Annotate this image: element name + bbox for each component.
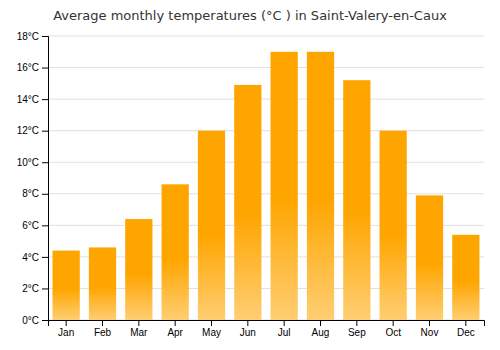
- x-tick-mark: [102, 320, 103, 326]
- y-tick-mark: [42, 257, 48, 258]
- grid-line: [48, 162, 484, 163]
- x-tick-label: Mar: [130, 327, 148, 338]
- x-tick-mark: [211, 320, 212, 326]
- y-tick-mark: [42, 194, 48, 195]
- y-tick-label: 0°C: [22, 315, 39, 326]
- x-tick-mark: [175, 320, 176, 326]
- x-tick: Mar: [130, 320, 148, 338]
- y-axis-line: [42, 37, 49, 321]
- x-tick: Oct: [385, 320, 401, 338]
- x-tick: Sep: [348, 320, 366, 338]
- bar: [452, 235, 479, 320]
- x-tick-label: Dec: [457, 327, 475, 338]
- y-tick: 4°C: [22, 252, 48, 263]
- y-tick: 8°C: [22, 188, 48, 199]
- y-tick: 0°C: [22, 315, 48, 326]
- grid-line: [48, 193, 484, 194]
- x-tick: Dec: [457, 320, 475, 338]
- y-tick-mark: [42, 225, 48, 226]
- bar: [125, 219, 152, 320]
- x-tick: Jun: [240, 320, 256, 338]
- x-tick-label: Feb: [94, 327, 112, 338]
- x-tick-label: Sep: [348, 327, 366, 338]
- y-tick-label: 14°C: [17, 94, 39, 105]
- bar: [271, 52, 298, 320]
- x-tick-label: Aug: [312, 327, 330, 338]
- x-tick-mark: [356, 320, 357, 326]
- y-tick-label: 8°C: [22, 188, 39, 199]
- bar: [380, 131, 407, 320]
- x-tick-mark: [66, 320, 67, 326]
- y-tick-mark: [42, 99, 48, 100]
- y-tick-label: 18°C: [17, 31, 39, 42]
- grid-line: [48, 99, 484, 100]
- x-tick-label: Apr: [167, 327, 183, 338]
- y-tick: 18°C: [17, 31, 48, 42]
- y-tick-label: 12°C: [17, 125, 39, 136]
- x-tick-mark: [465, 320, 466, 326]
- y-tick: 2°C: [22, 283, 48, 294]
- x-tick-mark: [429, 320, 430, 326]
- x-axis-line: [49, 321, 485, 327]
- grid-line: [48, 36, 484, 37]
- y-tick-mark: [42, 162, 48, 163]
- y-tick-label: 2°C: [22, 283, 39, 294]
- y-tick: 6°C: [22, 220, 48, 231]
- x-tick: Apr: [167, 320, 183, 338]
- y-tick-label: 16°C: [17, 62, 39, 73]
- x-tick: Feb: [94, 320, 112, 338]
- x-tick: Jul: [278, 320, 291, 338]
- bar: [416, 195, 443, 320]
- x-tick: Aug: [312, 320, 330, 338]
- grid: [48, 36, 484, 320]
- bar: [198, 131, 225, 320]
- bar: [162, 184, 189, 320]
- chart: Jan Feb Mar Apr May Jun Jul Aug Sep Oct Nov Dec 0°C 2…: [0, 0, 500, 350]
- x-tick-label: Nov: [421, 327, 439, 338]
- y-tick-mark: [42, 131, 48, 132]
- y-tick: 14°C: [17, 94, 48, 105]
- y-tick-mark: [42, 36, 48, 37]
- bars: [53, 52, 480, 320]
- x-tick: May: [202, 320, 221, 338]
- bar: [53, 251, 80, 320]
- x-tick: Nov: [421, 320, 439, 338]
- x-tick-label: May: [202, 327, 221, 338]
- x-tick-label: Oct: [385, 327, 401, 338]
- y-tick-label: 6°C: [22, 220, 39, 231]
- y-tick: 16°C: [17, 62, 48, 73]
- grid-line: [48, 67, 484, 68]
- bar: [307, 52, 334, 320]
- bar: [234, 85, 261, 320]
- x-tick-mark: [320, 320, 321, 326]
- y-tick-mark: [42, 288, 48, 289]
- bar: [89, 247, 116, 320]
- x-tick-label: Jul: [278, 327, 291, 338]
- x-tick-mark: [138, 320, 139, 326]
- title: Average monthly temperatures (°C ) in Sa…: [53, 8, 447, 23]
- x-tick: Jan: [58, 320, 74, 338]
- y-axis: 0°C 2°C 4°C 6°C 8°C 10°C 12°C 14°C 16°C 18°C: [17, 31, 49, 326]
- y-tick-label: 4°C: [22, 252, 39, 263]
- plot: Jan Feb Mar Apr May Jun Jul Aug Sep Oct Nov Dec 0°C 2…: [17, 31, 485, 338]
- x-tick-mark: [393, 320, 394, 326]
- x-tick-mark: [284, 320, 285, 326]
- y-tick: 12°C: [17, 125, 48, 136]
- y-tick: 10°C: [17, 157, 48, 168]
- grid-line: [48, 130, 484, 131]
- y-tick-mark: [42, 68, 48, 69]
- x-axis: Jan Feb Mar Apr May Jun Jul Aug Sep Oct Nov Dec: [49, 320, 485, 338]
- x-tick-label: Jan: [58, 327, 74, 338]
- x-tick-mark: [247, 320, 248, 326]
- bar: [343, 80, 370, 320]
- y-tick-label: 10°C: [17, 157, 39, 168]
- y-tick-mark: [42, 320, 48, 321]
- x-tick-label: Jun: [240, 327, 256, 338]
